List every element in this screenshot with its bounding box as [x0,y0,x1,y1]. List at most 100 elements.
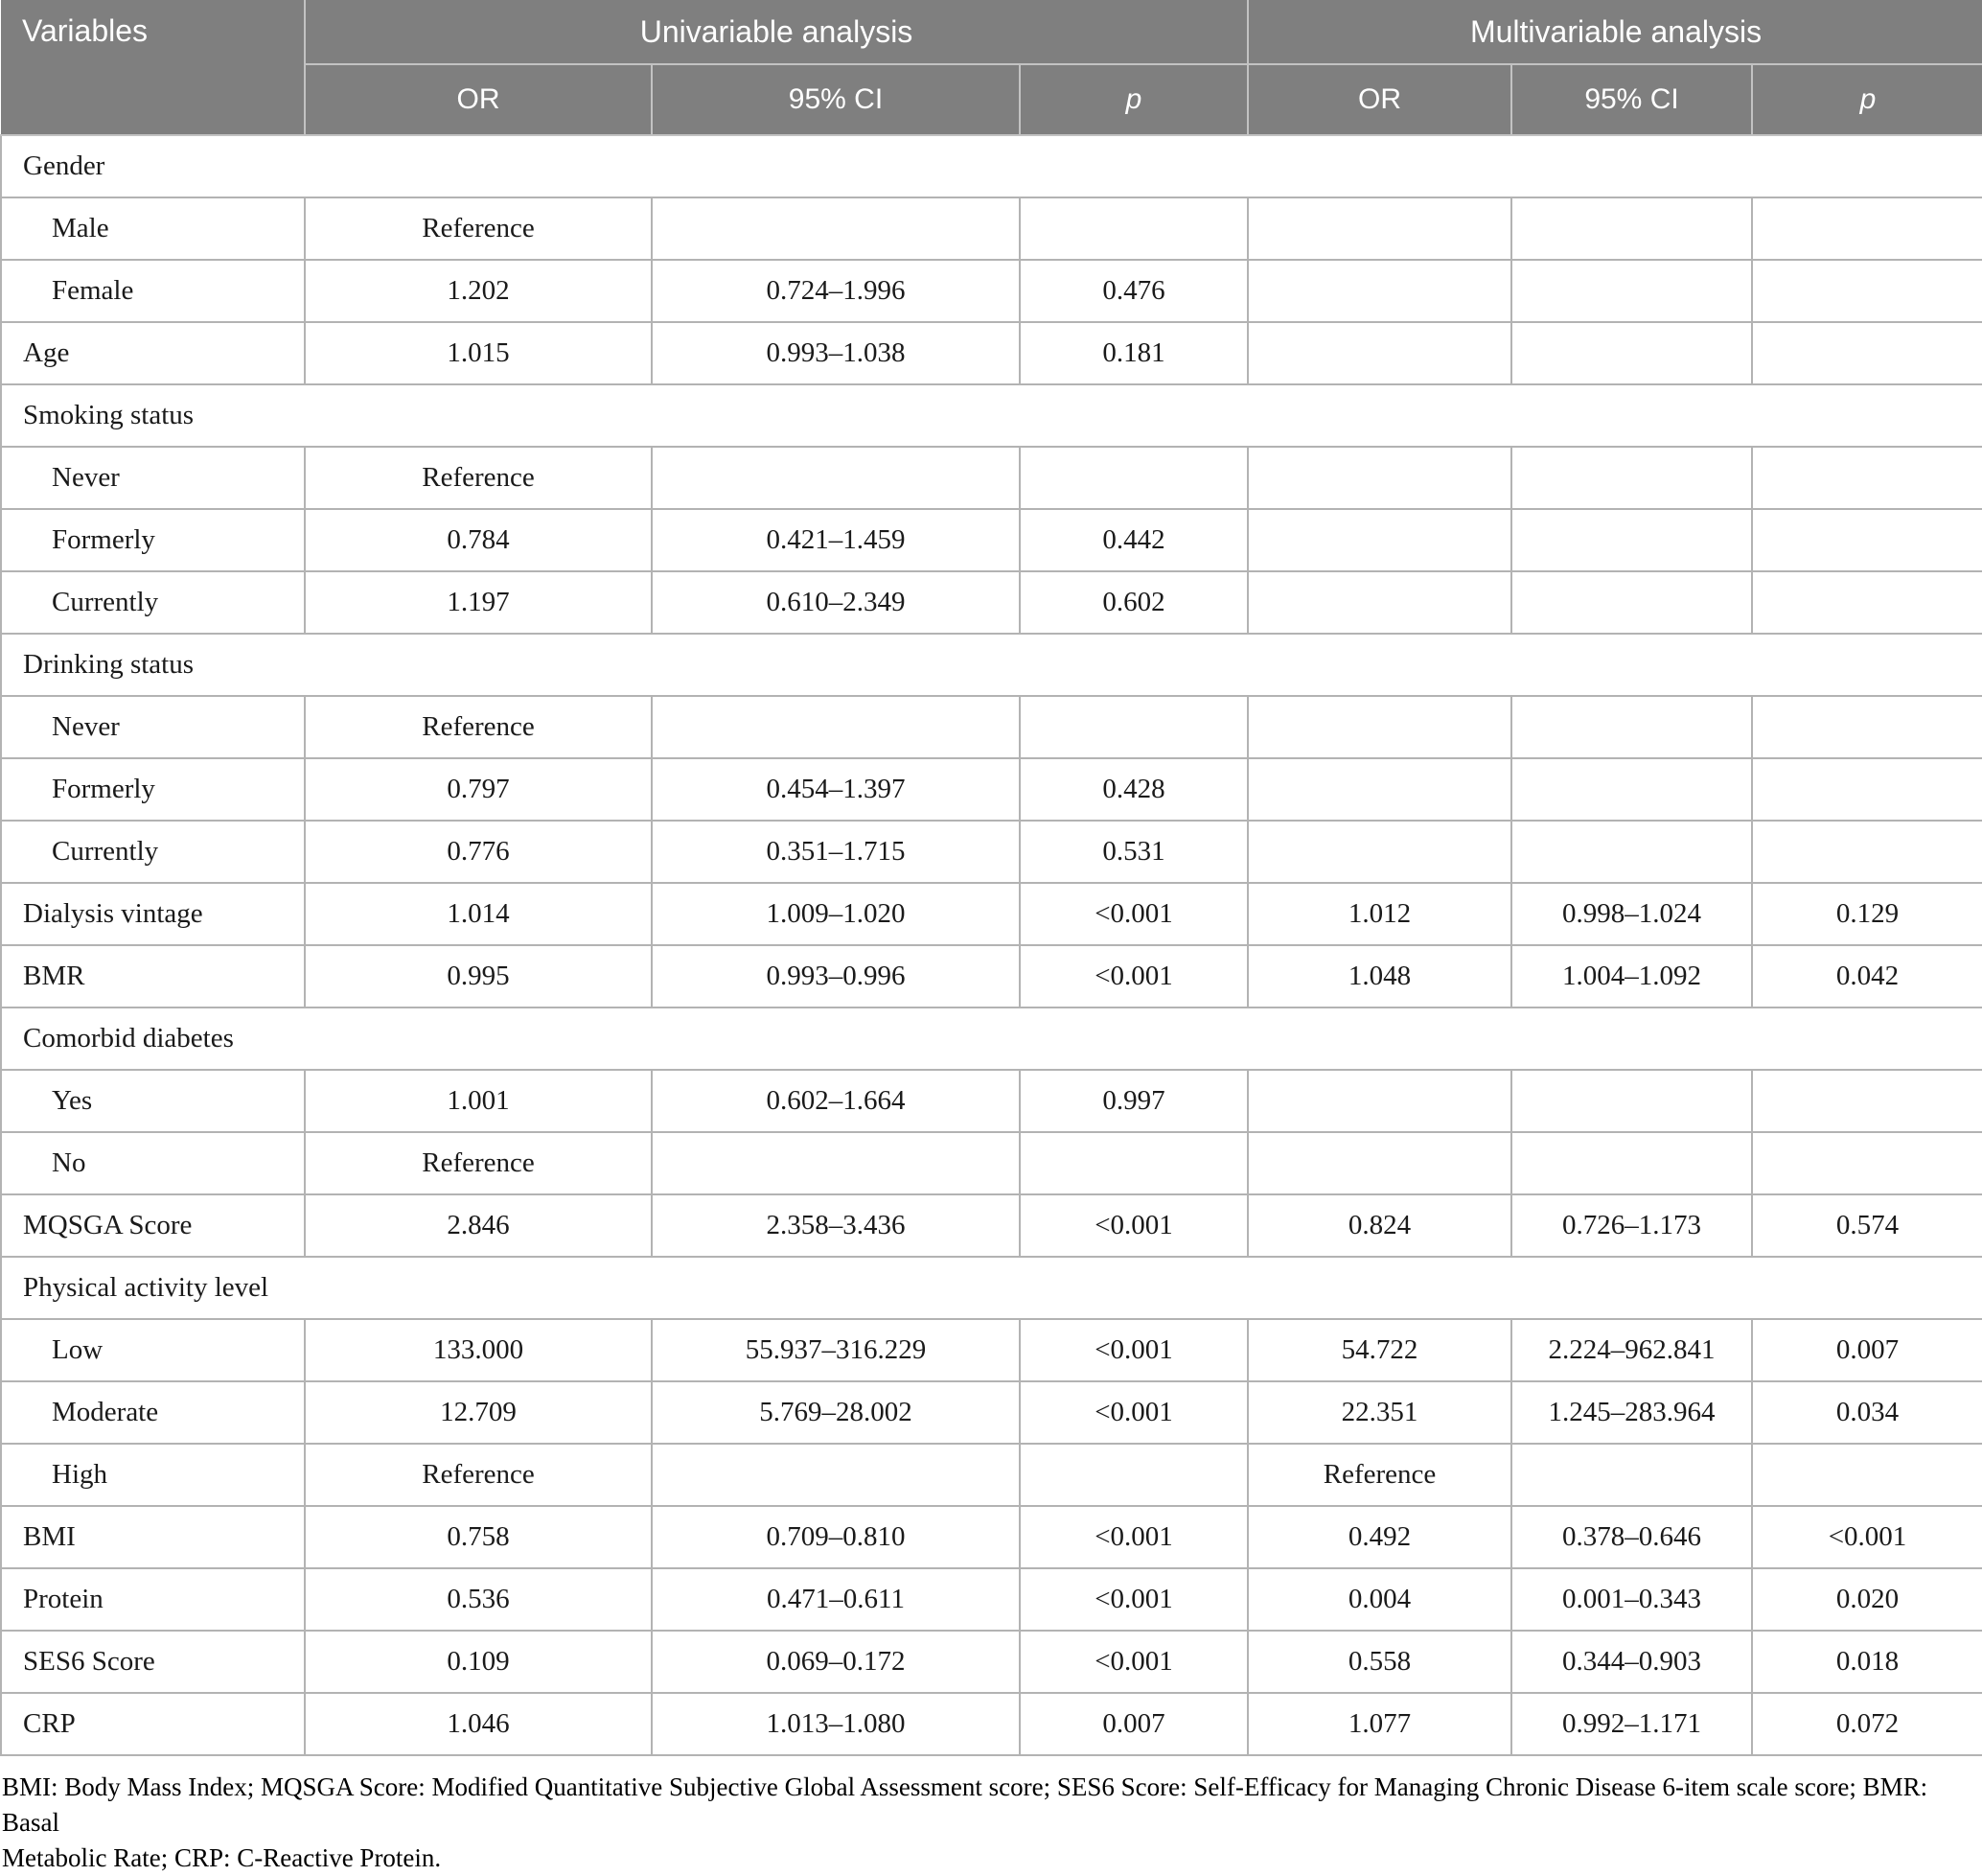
multi-p-cell: 0.034 [1751,1380,1982,1445]
column-header-multi-p: p [1751,63,1982,136]
multi-p-cell: 0.018 [1751,1630,1982,1694]
uni-or-cell: 1.202 [304,259,653,323]
uni-or-cell: 1.197 [304,570,653,635]
table-row: BMR 0.995 0.993–0.996 <0.001 1.048 1.004–1.09… [0,944,1982,1008]
multi-ci-cell [1510,321,1754,385]
uni-ci-cell: 0.602–1.664 [651,1069,1021,1133]
section-row: Smoking status [0,383,1982,448]
uni-p-cell: 0.476 [1018,259,1250,323]
uni-or-cell: 133.000 [304,1318,653,1382]
row-label: Moderate [0,1380,306,1445]
uni-ci-cell [651,446,1021,510]
row-label: High [0,1443,306,1507]
multi-or-cell: 1.048 [1247,944,1513,1008]
uni-ci-cell: 0.421–1.459 [651,508,1021,572]
uni-ci-cell: 0.351–1.715 [651,820,1021,884]
section-label: Comorbid diabetes [0,1007,1982,1071]
uni-or-cell: Reference [304,695,653,759]
multi-p-cell [1751,1069,1982,1133]
column-header-uni-ci: 95% CI [651,63,1021,136]
multi-or-cell [1247,508,1513,572]
header-sub-row: OR 95% CI p OR 95% CI p [1,63,1982,136]
uni-or-cell: 1.015 [304,321,653,385]
table-row: No Reference [0,1131,1982,1195]
table-row: Never Reference [0,695,1982,759]
multi-ci-cell: 0.378–0.646 [1510,1505,1754,1569]
uni-p-cell [1018,446,1250,510]
uni-or-cell: 0.776 [304,820,653,884]
uni-ci-cell: 55.937–316.229 [651,1318,1021,1382]
multi-ci-cell [1510,1131,1754,1195]
uni-p-cell: 0.997 [1018,1069,1250,1133]
table-row: Formerly 0.797 0.454–1.397 0.428 [0,757,1982,822]
multi-p-cell: 0.042 [1751,944,1982,1008]
multi-p-cell: <0.001 [1751,1505,1982,1569]
row-label: Never [0,446,306,510]
multi-or-cell: 22.351 [1247,1380,1513,1445]
multi-or-cell: Reference [1247,1443,1513,1507]
multi-or-cell [1247,259,1513,323]
row-label: MQSGA Score [0,1193,306,1258]
multi-or-cell [1247,1069,1513,1133]
uni-p-cell: <0.001 [1018,1505,1250,1569]
multi-p-cell [1751,508,1982,572]
uni-p-cell: <0.001 [1018,1630,1250,1694]
multi-or-cell: 54.722 [1247,1318,1513,1382]
uni-or-cell: 0.109 [304,1630,653,1694]
row-label: Low [0,1318,306,1382]
uni-p-cell: <0.001 [1018,1567,1250,1632]
uni-p-cell: 0.181 [1018,321,1250,385]
uni-ci-cell: 1.013–1.080 [651,1692,1021,1756]
multi-or-cell: 1.012 [1247,882,1513,946]
multi-p-cell: 0.007 [1751,1318,1982,1382]
uni-ci-cell: 1.009–1.020 [651,882,1021,946]
uni-or-cell: Reference [304,446,653,510]
row-label: Age [0,321,306,385]
uni-ci-cell [651,695,1021,759]
uni-p-cell: 0.442 [1018,508,1250,572]
multi-p-cell: 0.072 [1751,1692,1982,1756]
multi-ci-cell [1510,820,1754,884]
uni-p-cell [1018,1443,1250,1507]
multi-or-cell: 0.004 [1247,1567,1513,1632]
footnote-line-2: Metabolic Rate; CRP: C-Reactive Protein. [2,1843,442,1872]
row-label: Formerly [0,757,306,822]
multi-ci-cell [1510,259,1754,323]
multi-ci-cell [1510,695,1754,759]
table-row: Yes 1.001 0.602–1.664 0.997 [0,1069,1982,1133]
row-label: Male [0,197,306,261]
multi-or-cell [1247,757,1513,822]
uni-ci-cell [651,1443,1021,1507]
uni-ci-cell: 0.993–0.996 [651,944,1021,1008]
uni-ci-cell: 0.069–0.172 [651,1630,1021,1694]
uni-or-cell: 1.046 [304,1692,653,1756]
section-label: Drinking status [0,633,1982,697]
row-label: Never [0,695,306,759]
multi-p-cell: 0.129 [1751,882,1982,946]
section-row: Comorbid diabetes [0,1007,1982,1071]
column-header-variables: Variables [1,0,306,136]
row-label: No [0,1131,306,1195]
column-group-multivariable: Multivariable analysis [1247,0,1982,65]
multi-ci-cell: 0.001–0.343 [1510,1567,1754,1632]
regression-results-table: Variables Univariable analysis Multivari… [0,0,1982,1756]
table-row: Male Reference [0,197,1982,261]
section-label: Physical activity level [0,1256,1982,1320]
multi-ci-cell [1510,446,1754,510]
table-row: Age 1.015 0.993–1.038 0.181 [0,321,1982,385]
multi-or-cell [1247,695,1513,759]
multi-p-cell [1751,757,1982,822]
multi-p-cell [1751,570,1982,635]
uni-ci-cell: 2.358–3.436 [651,1193,1021,1258]
multi-or-cell [1247,321,1513,385]
uni-ci-cell: 0.709–0.810 [651,1505,1021,1569]
table-body: Gender Male Reference Female 1.202 0.724–1.99… [0,134,1982,1756]
multi-p-cell [1751,695,1982,759]
column-header-multi-or: OR [1247,63,1513,136]
table-header: Variables Univariable analysis Multivari… [1,0,1982,136]
multi-ci-cell [1510,757,1754,822]
uni-or-cell: Reference [304,197,653,261]
uni-p-cell: 0.602 [1018,570,1250,635]
table-row: BMI 0.758 0.709–0.810 <0.001 0.492 0.378–0.64… [0,1505,1982,1569]
uni-or-cell: 0.995 [304,944,653,1008]
